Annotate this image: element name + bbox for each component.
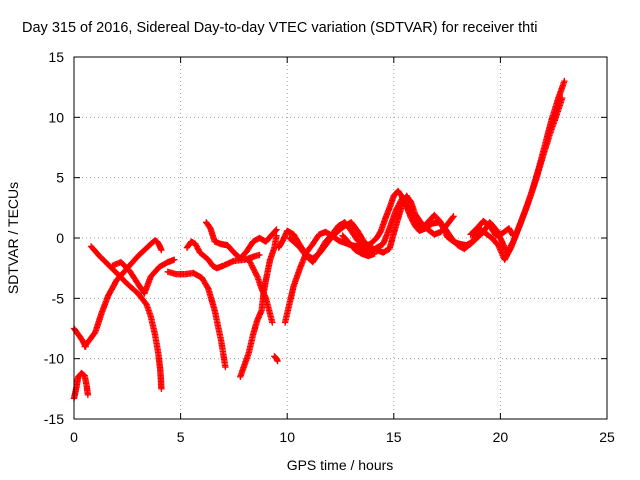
- series-arc-15: [339, 232, 378, 260]
- x-tick-label: 10: [279, 429, 295, 445]
- y-tick-label: 0: [56, 230, 64, 246]
- y-tick-label: 10: [48, 109, 64, 125]
- series-arc-16: [467, 217, 517, 239]
- series-markers: [164, 268, 229, 371]
- y-tick-label: 15: [48, 49, 64, 65]
- y-tick-label: -15: [44, 411, 64, 427]
- grid: [74, 57, 607, 419]
- series-markers: [203, 219, 280, 262]
- data-series: [70, 77, 568, 402]
- x-tick-label: 25: [599, 429, 615, 445]
- series-markers: [271, 353, 281, 365]
- x-tick-label: 15: [386, 429, 402, 445]
- axis-ticks: [73, 56, 608, 420]
- x-tick-label: 0: [70, 429, 78, 445]
- plot-frame: [73, 56, 608, 420]
- chart-title: Day 315 of 2016, Sidereal Day-to-day VTE…: [22, 20, 538, 36]
- x-tick-label: 20: [493, 429, 509, 445]
- y-tick-label: -5: [52, 290, 65, 306]
- series-arc-4: [87, 243, 165, 392]
- series-arc-14: [275, 192, 457, 262]
- series-arc-10: [245, 256, 276, 326]
- x-tick-labels: 0 5 10 15 20 25: [70, 429, 615, 445]
- series-arc-8: [203, 219, 280, 262]
- series-arc-13: [286, 77, 568, 266]
- series-markers: [87, 243, 165, 392]
- y-tick-label: -10: [44, 351, 64, 367]
- series-arc-6: [164, 268, 229, 371]
- series-markers: [275, 192, 457, 262]
- series-markers: [339, 232, 378, 260]
- y-axis-label: SDTVAR / TECUs: [5, 182, 21, 294]
- series-markers: [467, 217, 517, 239]
- series-markers: [286, 77, 568, 266]
- x-tick-label: 5: [177, 429, 185, 445]
- y-tick-labels: -15 -10 -5 0 5 10 15: [44, 49, 64, 427]
- series-arc-5: [109, 256, 178, 297]
- y-tick-label: 5: [56, 170, 64, 186]
- series-arc-11: [271, 353, 281, 365]
- series-markers: [245, 256, 276, 326]
- series-markers: [109, 256, 178, 297]
- x-axis-label: GPS time / hours: [287, 457, 394, 473]
